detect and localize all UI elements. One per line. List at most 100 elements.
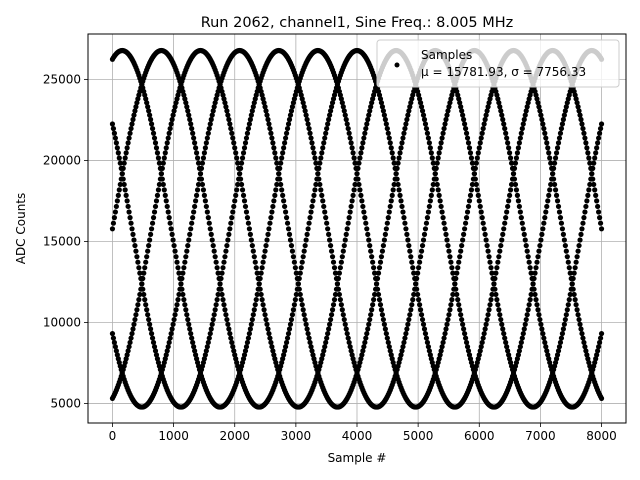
data-point [163,352,169,358]
data-point [228,125,234,132]
data-point [275,165,281,171]
data-point [284,220,291,226]
data-point [357,155,363,161]
legend-marker [394,62,400,68]
data-point [563,248,569,254]
data-point [230,135,236,141]
data-point [405,321,411,327]
data-point [561,112,567,118]
data-point [145,312,151,318]
data-point [418,312,425,318]
data-point [131,237,137,243]
data-point [585,150,591,156]
data-point [447,307,453,313]
data-point [314,165,320,171]
data-point [195,160,202,166]
data-point [404,231,410,237]
data-point [110,335,117,341]
data-point [199,181,206,188]
data-point [434,181,440,188]
data-point [213,302,219,308]
data-point [435,187,441,193]
data-point [184,312,190,318]
data-point [485,104,491,110]
data-point [536,312,542,318]
data-point [488,265,494,271]
data-point [535,100,541,106]
data-point [569,281,575,287]
data-point [477,203,483,210]
data-point [173,254,179,260]
data-point [557,130,564,136]
data-point [122,155,128,161]
data-point [184,248,190,254]
data-point [159,165,165,171]
data-point [162,356,168,362]
data-point [512,181,519,188]
data-point [309,203,315,210]
data-point [480,220,486,226]
data-point [320,198,326,204]
data-point [459,316,465,323]
data-point [318,155,324,161]
data-point [370,302,376,308]
data-point [131,112,137,118]
data-point [428,192,434,198]
data-point [315,171,321,177]
data-point [424,130,431,136]
data-point [484,242,490,249]
data-point [412,286,418,292]
data-point [147,237,153,243]
x-tick-label: 5000 [403,429,434,443]
data-point [142,297,148,303]
data-point [473,181,479,188]
data-point [153,198,160,204]
data-point [188,330,194,337]
data-point [222,307,228,313]
data-point [262,104,268,110]
data-point [380,316,387,323]
data-point [153,352,160,358]
data-point [290,254,297,260]
data-point [308,344,314,350]
data-point [347,344,353,350]
legend-series-label: Samples [421,48,472,62]
data-point [387,140,393,146]
data-point [595,203,601,210]
data-point [126,135,132,141]
data-point [229,130,235,136]
data-point [227,330,233,337]
data-point [221,302,227,308]
data-point [375,291,382,298]
data-point [270,203,276,210]
data-point [521,116,527,123]
data-point [415,291,421,298]
data-point [482,116,488,123]
data-point [421,231,428,237]
data-point [407,248,413,254]
data-point [304,116,310,123]
data-point [116,155,122,161]
data-point [332,270,339,276]
data-point [476,145,482,151]
data-point [173,100,179,106]
data-point [368,104,374,110]
data-point [486,254,492,260]
data-point [301,312,307,318]
data-point [289,312,296,318]
data-point [270,140,276,146]
data-point [513,155,520,161]
data-point [536,104,542,110]
data-point [528,291,534,298]
data-point [167,125,173,132]
data-point [567,291,573,298]
data-point [365,326,371,332]
data-point [523,316,529,323]
data-point [401,130,407,136]
data-point [293,291,299,298]
data-point [399,140,405,146]
data-point [452,281,458,287]
data-point [191,344,197,350]
data-point [346,339,352,346]
data-point [232,198,238,204]
